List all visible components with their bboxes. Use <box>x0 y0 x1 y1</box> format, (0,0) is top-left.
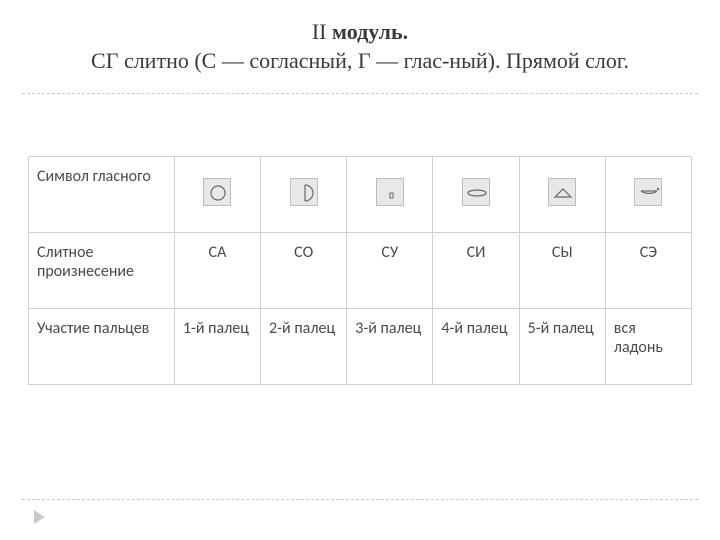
page-title: II модуль. СГ слитно (С — согласный, Г —… <box>0 0 720 85</box>
syllable-cell: СА <box>174 233 260 309</box>
vowel-symbol-icon <box>203 178 231 206</box>
row-symbol: Символ гласного <box>29 157 692 233</box>
title-line-1: II модуль. <box>0 18 720 47</box>
title-line1-bold: модуль. <box>332 19 408 44</box>
symbol-cell-3 <box>433 157 519 233</box>
syllable-cell: СО <box>261 233 347 309</box>
row-header-symbol: Символ гласного <box>29 157 175 233</box>
symbol-cell-4 <box>519 157 605 233</box>
vowel-symbol-icon <box>376 178 404 206</box>
title-line-2: СГ слитно (С — согласный, Г — глас-ный).… <box>0 47 720 76</box>
symbol-cell-5 <box>605 157 691 233</box>
title-line1-plain: II <box>312 19 332 44</box>
finger-cell: 4-й палец <box>433 309 519 385</box>
finger-cell: 3-й палец <box>347 309 433 385</box>
finger-cell: вся ладонь <box>605 309 691 385</box>
syllable-cell: СИ <box>433 233 519 309</box>
finger-cell: 5-й палец <box>519 309 605 385</box>
symbol-cell-2 <box>347 157 433 233</box>
syllable-table: Символ гласного <box>28 156 692 385</box>
row-header-fingers: Участие пальцев <box>29 309 175 385</box>
row-fingers: Участие пальцев 1-й палец 2-й палец 3-й … <box>29 309 692 385</box>
vowel-symbol-icon <box>548 178 576 206</box>
row-syllable: Слитное произнесение СА СО СУ СИ СЫ СЭ <box>29 233 692 309</box>
vowel-symbol-icon <box>634 178 662 206</box>
syllable-cell: СУ <box>347 233 433 309</box>
vowel-symbol-icon <box>462 178 490 206</box>
finger-cell: 2-й палец <box>261 309 347 385</box>
symbol-cell-1 <box>261 157 347 233</box>
syllable-cell: СЭ <box>605 233 691 309</box>
syllable-cell: СЫ <box>519 233 605 309</box>
divider-bottom <box>22 499 698 500</box>
syllable-table-wrap: Символ гласного <box>28 156 692 385</box>
row-header-syllable: Слитное произнесение <box>29 233 175 309</box>
finger-cell: 1-й палец <box>174 309 260 385</box>
vowel-symbol-icon <box>290 178 318 206</box>
symbol-cell-0 <box>174 157 260 233</box>
slide-marker-icon <box>34 510 45 524</box>
divider-top <box>22 93 698 94</box>
